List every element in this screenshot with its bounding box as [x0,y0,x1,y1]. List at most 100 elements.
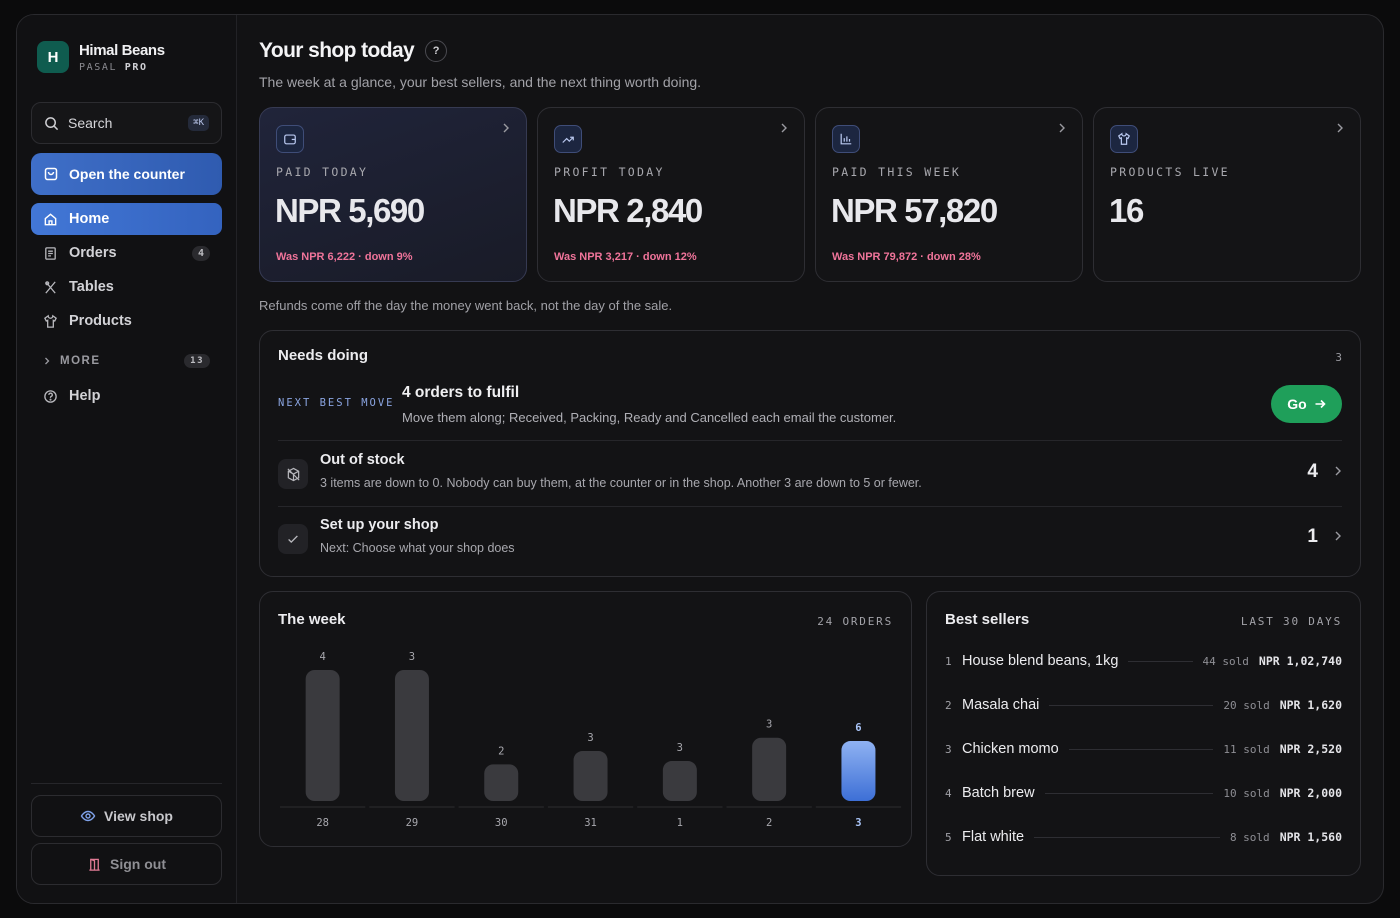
stat-label: PRODUCTS LIVE [1110,165,1230,179]
go-button[interactable]: Go [1271,385,1342,423]
go-label: Go [1287,396,1307,412]
best-seller-name: Flat white [962,829,1025,845]
week-orders-count: 24 ORDERS [817,615,893,628]
best-seller-sold: 20 sold [1223,698,1270,712]
best-seller-name: Chicken momo [962,741,1059,757]
best-seller-rank: 4 [945,786,952,800]
chart-tick-label: 1 [677,817,683,829]
sidebar-item-products[interactable]: Products [31,305,222,337]
best-seller-name: House blend beans, 1kg [962,653,1119,669]
chart-bar[interactable] [573,751,608,801]
eye-icon [80,810,96,822]
more-label: MORE [60,355,101,367]
chevron-right-icon [1337,123,1343,133]
best-seller-revenue: NPR 1,620 [1279,698,1342,712]
best-seller-sold: 10 sold [1223,786,1270,800]
shirt-icon [44,314,57,328]
page-subtitle: The week at a glance, your best sellers,… [259,74,702,90]
open-counter-label: Open the counter [69,166,185,182]
chart-tick-label: 3 [855,817,861,829]
chart-value-label: 3 [587,732,593,744]
view-shop-button[interactable]: View shop [31,795,222,837]
page-title: Your shop today [259,39,415,62]
stat-value: 16 [1109,192,1144,229]
orders-count-badge: 4 [191,245,210,261]
chart-bar[interactable] [484,764,519,801]
task-title: Out of stock [320,452,405,468]
task-out-of-stock[interactable]: Out of stock 3 items are down to 0. Nobo… [278,449,1342,501]
stat-card-profit-today[interactable]: PROFIT TODAY NPR 2,840 Was NPR 3,217 · d… [537,107,805,282]
task-title: Set up your shop [320,517,439,533]
receipt-icon [45,246,56,260]
best-seller-row[interactable]: 2 Masala chai 20 sold NPR 1,620 [945,693,1342,717]
best-seller-sold: 11 sold [1223,742,1270,756]
stat-value: NPR 2,840 [553,192,703,229]
week-chart-panel: The week 24 ORDERS 4 28 3 29 2 30 3 31 3 1 3 2 6 3 [259,591,912,847]
best-seller-rank: 5 [945,830,952,844]
leader-line [1049,704,1214,706]
best-seller-revenue: NPR 2,000 [1279,786,1342,800]
task-desc: Next: Choose what your shop does [320,541,515,555]
best-seller-row[interactable]: 3 Chicken momo 11 sold NPR 2,520 [945,737,1342,761]
more-toggle[interactable]: MORE 13 [43,354,210,368]
help-button[interactable]: ? [425,40,448,62]
chevron-right-icon [45,357,50,365]
stat-card-paid-week[interactable]: PAID THIS WEEK NPR 57,820 Was NPR 79,872… [815,107,1083,282]
best-seller-row[interactable]: 5 Flat white 8 sold NPR 1,560 [945,825,1342,849]
arrow-right-icon [1315,399,1326,409]
next-best-move-label: NEXT BEST MOVE [278,397,395,409]
sidebar-item-orders[interactable]: Orders 4 [31,237,222,269]
divider [278,440,1342,441]
task-count: 4 [1307,461,1318,482]
sidebar-item-tables[interactable]: Tables [31,271,222,303]
task-desc: 3 items are down to 0. Nobody can buy th… [320,476,922,490]
sidebar-item-label: Help [69,388,101,404]
best-seller-sold: 8 sold [1229,830,1270,844]
sidebar-item-help[interactable]: Help [31,380,222,412]
shirt-icon [1110,125,1138,153]
best-seller-revenue: NPR 2,520 [1279,742,1342,756]
search-shortcut: ⌘K [188,115,209,131]
best-seller-name: Batch brew [962,785,1035,801]
leader-line [1068,748,1214,750]
open-counter-button[interactable]: Open the counter [31,153,222,195]
chevron-right-icon [503,123,509,133]
stat-card-products-live[interactable]: PRODUCTS LIVE 16 [1093,107,1361,282]
brand-name: Himal Beans [79,41,165,59]
sidebar-item-home[interactable]: Home [31,203,222,235]
brand[interactable]: H Himal Beans PASAL PRO [37,41,165,73]
chart-value-label: 3 [409,651,415,663]
bag-icon [44,167,58,181]
chevron-right-icon [781,123,787,133]
next-best-move-title: 4 orders to fulfil [402,384,520,401]
task-count: 1 [1307,526,1318,547]
chart-tick-label: 31 [584,817,597,829]
sign-out-button[interactable]: Sign out [31,843,222,885]
stat-delta: Was NPR 79,872 · down 28% [832,251,981,263]
chart-bar[interactable] [752,737,787,801]
task-setup-shop[interactable]: Set up your shop Next: Choose what your … [278,514,1342,566]
best-seller-row[interactable]: 1 House blend beans, 1kg 44 sold NPR 1,02,7… [945,649,1342,673]
best-seller-row[interactable]: 4 Batch brew 10 sold NPR 2,000 [945,781,1342,805]
box-off-icon [278,459,308,489]
leader-line [1044,792,1214,794]
chart-bar[interactable] [394,670,429,801]
sidebar-item-label: Products [69,313,132,329]
best-sellers-panel: Best sellers LAST 30 DAYS 1 House blend b… [926,591,1361,876]
view-shop-label: View shop [104,808,173,824]
needs-count: 3 [1335,351,1342,364]
chart-bar[interactable] [662,761,697,801]
stat-delta: Was NPR 3,217 · down 12% [554,251,697,263]
search-button[interactable]: Search ⌘K [31,102,222,144]
chart-bar[interactable] [841,741,876,801]
sidebar: H Himal Beans PASAL PRO Search ⌘K Open t… [17,15,237,903]
chart-bar[interactable] [305,670,340,801]
wallet-icon [276,125,304,153]
stat-card-paid-today[interactable]: PAID TODAY NPR 5,690 Was NPR 6,222 · dow… [259,107,527,282]
sidebar-footer: View shop Sign out [31,783,222,885]
page-header: Your shop today ? [259,39,448,63]
chart-value-label: 6 [855,722,861,734]
divider [278,506,1342,507]
best-seller-rank: 2 [945,698,952,712]
